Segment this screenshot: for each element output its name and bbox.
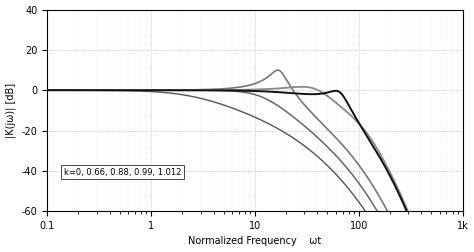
Text: k=0, 0.66, 0.88, 0.99, 1.012: k=0, 0.66, 0.88, 0.99, 1.012 [64,168,181,177]
Y-axis label: |K(jω)| [dB]: |K(jω)| [dB] [6,83,16,138]
X-axis label: Normalized Frequency    ωt: Normalized Frequency ωt [188,236,321,246]
